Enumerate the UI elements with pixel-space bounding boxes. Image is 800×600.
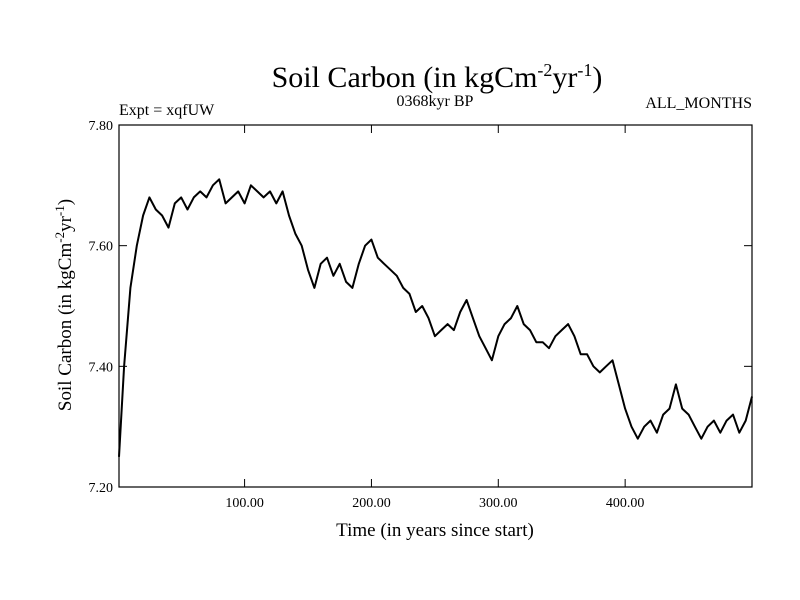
period-label: 0368kyr BP: [397, 93, 474, 110]
x-tick-label: 200.00: [352, 496, 391, 511]
experiment-label: Expt = xqfUW: [119, 102, 215, 119]
x-tick-label: 300.00: [479, 496, 518, 511]
chart-title: Soil Carbon (in kgCm-2yr-1): [272, 60, 603, 94]
x-tick-label: 100.00: [225, 496, 264, 511]
x-axis: 100.00 200.00 300.00 400.00: [225, 125, 644, 511]
y-tick-label: 7.60: [89, 240, 114, 255]
y-axis-label: Soil Carbon (in kgCm-2yr-1): [52, 199, 76, 411]
plot-frame: [118, 124, 753, 488]
y-tick-label: 7.80: [89, 119, 114, 134]
x-axis-label: Time (in years since start): [336, 520, 534, 541]
y-tick-label: 7.40: [89, 360, 114, 375]
soil-carbon-line: [118, 178, 753, 457]
x-tick-label: 400.00: [606, 496, 645, 511]
months-label: ALL_MONTHS: [645, 95, 752, 112]
y-axis: 7.20 7.40 7.60 7.80: [89, 119, 752, 496]
y-tick-label: 7.20: [89, 481, 114, 496]
